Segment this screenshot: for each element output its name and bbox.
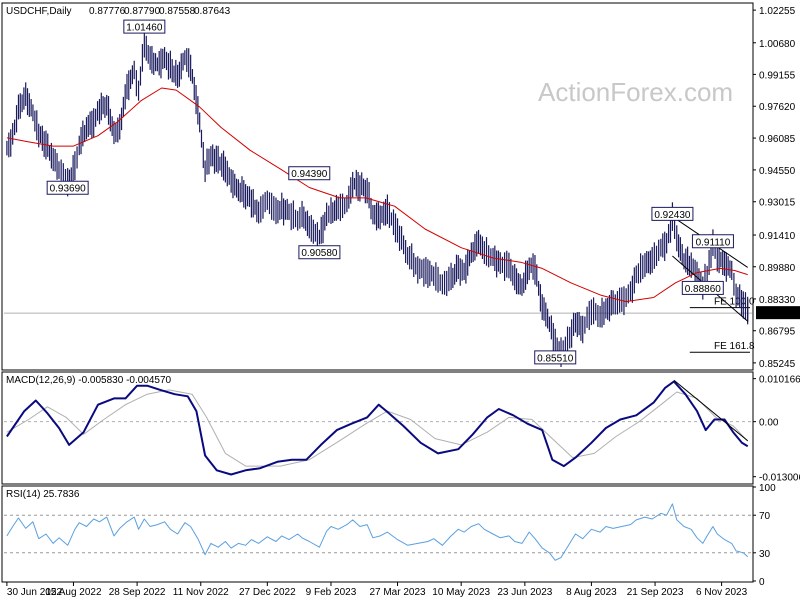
swing-label-text: 0.85510 bbox=[537, 353, 574, 364]
swing-label-box bbox=[123, 19, 166, 34]
price-axis-tick-label: 0.85245 bbox=[759, 359, 796, 370]
price-axis-tick-label: 0.88330 bbox=[759, 295, 796, 306]
price-axis-tick-label: 0.89880 bbox=[759, 263, 796, 274]
swing-label-text: 0.92430 bbox=[654, 210, 691, 221]
swing-label-text: 0.93690 bbox=[50, 184, 87, 195]
swing-label-box bbox=[298, 245, 341, 260]
rsi-layer bbox=[4, 503, 752, 561]
macd-axis-tick-label: 0.010166 bbox=[759, 375, 800, 386]
price-panel bbox=[1, 2, 754, 371]
swing-label: 0.92430 bbox=[651, 206, 694, 221]
swing-label-text: 0.94390 bbox=[291, 169, 328, 180]
time-axis-tick-label: 21 Sep 2023 bbox=[627, 587, 684, 598]
swing-label: 0.90580 bbox=[298, 245, 341, 260]
swing-label-text: 0.91110 bbox=[696, 237, 731, 248]
swing-label-box bbox=[691, 234, 734, 249]
time-axis-tick-label: 23 Jun 2023 bbox=[497, 587, 552, 598]
swing-label-text: 1.01460 bbox=[126, 23, 163, 34]
price-axis-tick-label: 1.00680 bbox=[759, 39, 796, 50]
fib-label: FE 161.8 bbox=[714, 341, 755, 352]
macd-layer bbox=[4, 379, 752, 476]
time-axis-tick-label: 15 Aug 2022 bbox=[45, 587, 102, 598]
price-axis-tick-label: 0.94550 bbox=[759, 166, 796, 177]
macd-line bbox=[6, 380, 749, 476]
time-axis-tick-label: 11 Nov 2022 bbox=[173, 587, 229, 598]
time-axis-tick-label: 27 Mar 2023 bbox=[369, 587, 426, 598]
price-axis-tick-label: 0.97620 bbox=[759, 102, 796, 113]
macd-axis-tick-label: 0.00 bbox=[759, 418, 779, 429]
swing-label: 0.85510 bbox=[534, 350, 577, 365]
current-price-box bbox=[756, 306, 800, 320]
time-axis-tick-label: 27 Dec 2022 bbox=[239, 587, 296, 598]
rsi-label: RSI(14) 25.7836 bbox=[6, 489, 80, 500]
swing-label-text: 0.90580 bbox=[301, 248, 338, 259]
rsi-axis-tick-label: 0 bbox=[759, 577, 765, 588]
price-axis-tick-label: 0.99155 bbox=[759, 70, 796, 81]
fib-label: FE 100.0 bbox=[714, 297, 755, 308]
axis-layer: 1.02255 1.00680 0.99155 0.97620 0.96085 0.945… bbox=[6, 6, 800, 598]
moving-average-line bbox=[6, 87, 748, 303]
ohlc-close: 0.87643 bbox=[194, 6, 231, 17]
swing-label: 1.01460 bbox=[123, 19, 166, 34]
price-bars bbox=[6, 32, 749, 368]
swing-label-box bbox=[288, 166, 331, 181]
symbol-label: USDCHF,Daily bbox=[6, 6, 72, 17]
macd-label: MACD(12,26,9) -0.005830 -0.004570 bbox=[6, 375, 172, 386]
watermark: ActionForex.com bbox=[538, 77, 733, 107]
swing-label-box bbox=[651, 206, 694, 221]
price-axis-tick-label: 0.96085 bbox=[759, 134, 796, 145]
ohlc-low: 0.87558 bbox=[159, 6, 196, 17]
time-axis-tick-label: 9 Feb 2023 bbox=[306, 587, 357, 598]
rsi-panel bbox=[1, 485, 754, 583]
ohlc-high: 0.87790 bbox=[124, 6, 161, 17]
price-axis-tick-label: 0.91410 bbox=[759, 231, 796, 242]
macd-trend-line bbox=[673, 379, 749, 442]
rsi-axis-tick-label: 100 bbox=[759, 483, 776, 494]
price-axis-tick-label: 0.93015 bbox=[759, 198, 796, 209]
swing-label: 0.94390 bbox=[288, 166, 331, 181]
price-axis-tick-label: 1.02255 bbox=[759, 6, 796, 17]
time-axis-tick-label: 10 May 2023 bbox=[432, 587, 490, 598]
swing-label-box bbox=[681, 280, 724, 295]
macd-panel bbox=[1, 371, 754, 485]
rsi-axis-tick-label: 70 bbox=[759, 511, 771, 522]
price-layer: FE 100.0 FE 161.8 1.01460 0.93690 0.94390 0.9… bbox=[4, 19, 755, 368]
ohlc-open: 0.87776 bbox=[89, 6, 126, 17]
macd-axis-tick-label: -0.013006 bbox=[759, 473, 800, 484]
rsi-line bbox=[6, 503, 749, 561]
time-axis-tick-label: 8 Aug 2023 bbox=[566, 587, 617, 598]
swing-label: 0.88860 bbox=[681, 280, 724, 295]
time-axis-tick-label: 6 Nov 2023 bbox=[696, 587, 748, 598]
time-axis-tick-label: 28 Sep 2022 bbox=[109, 587, 166, 598]
swing-label: 0.93690 bbox=[46, 180, 89, 195]
swing-label-box bbox=[534, 350, 577, 365]
swing-label-text: 0.88860 bbox=[685, 284, 722, 295]
time-axis-tick-label: 30 Jun 2022 bbox=[7, 587, 62, 598]
current-price-label: 0.87643 bbox=[759, 309, 796, 320]
swing-label-box bbox=[46, 180, 89, 195]
swing-label: 0.91110 bbox=[691, 234, 734, 249]
rsi-axis-tick-label: 30 bbox=[759, 549, 771, 560]
price-axis-tick-label: 0.86795 bbox=[759, 327, 796, 338]
